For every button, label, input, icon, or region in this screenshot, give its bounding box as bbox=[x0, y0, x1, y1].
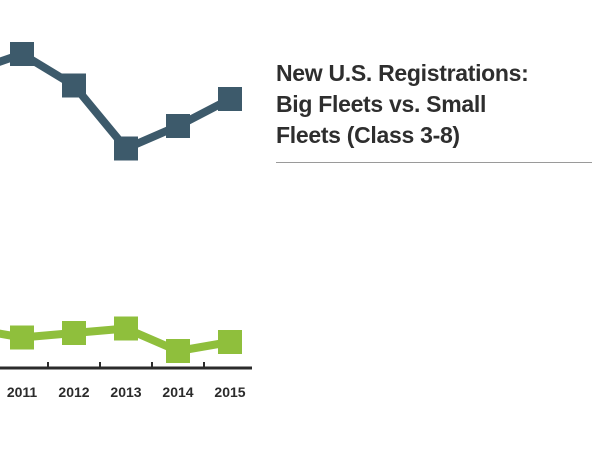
small-fleets-point-2015 bbox=[218, 330, 242, 354]
small-fleets-point-2012 bbox=[62, 321, 86, 345]
chart-title: New U.S. Registrations: Big Fleets vs. S… bbox=[276, 58, 592, 151]
big-fleets-point-2013 bbox=[114, 136, 138, 161]
small-fleets-point-2013 bbox=[114, 316, 138, 341]
series-layer bbox=[0, 42, 242, 363]
x-tick-label-2013: 2013 bbox=[110, 384, 141, 400]
big-fleets-point-2014 bbox=[166, 114, 190, 138]
x-axis: 2011 2012 2013 2014 2015 bbox=[0, 362, 252, 400]
big-fleets-point-2011 bbox=[10, 42, 34, 66]
small-fleets-point-2014 bbox=[166, 339, 190, 363]
big-fleets-point-2015 bbox=[218, 87, 242, 111]
chart-title-line-2: Big Fleets vs. Small bbox=[276, 91, 487, 117]
x-tick-label-2012: 2012 bbox=[58, 384, 89, 400]
big-fleets-series-line bbox=[0, 50, 232, 153]
title-divider bbox=[276, 162, 592, 163]
big-fleets-point-2012 bbox=[62, 73, 86, 98]
x-tick-label-2011: 2011 bbox=[7, 384, 38, 400]
small-fleets-point-2011 bbox=[10, 325, 34, 350]
x-tick-label-2015: 2015 bbox=[214, 384, 245, 400]
chart-title-line-1: New U.S. Registrations: bbox=[276, 60, 529, 86]
chart-title-line-3: Fleets (Class 3-8) bbox=[276, 122, 460, 148]
x-tick-label-2014: 2014 bbox=[162, 384, 193, 400]
